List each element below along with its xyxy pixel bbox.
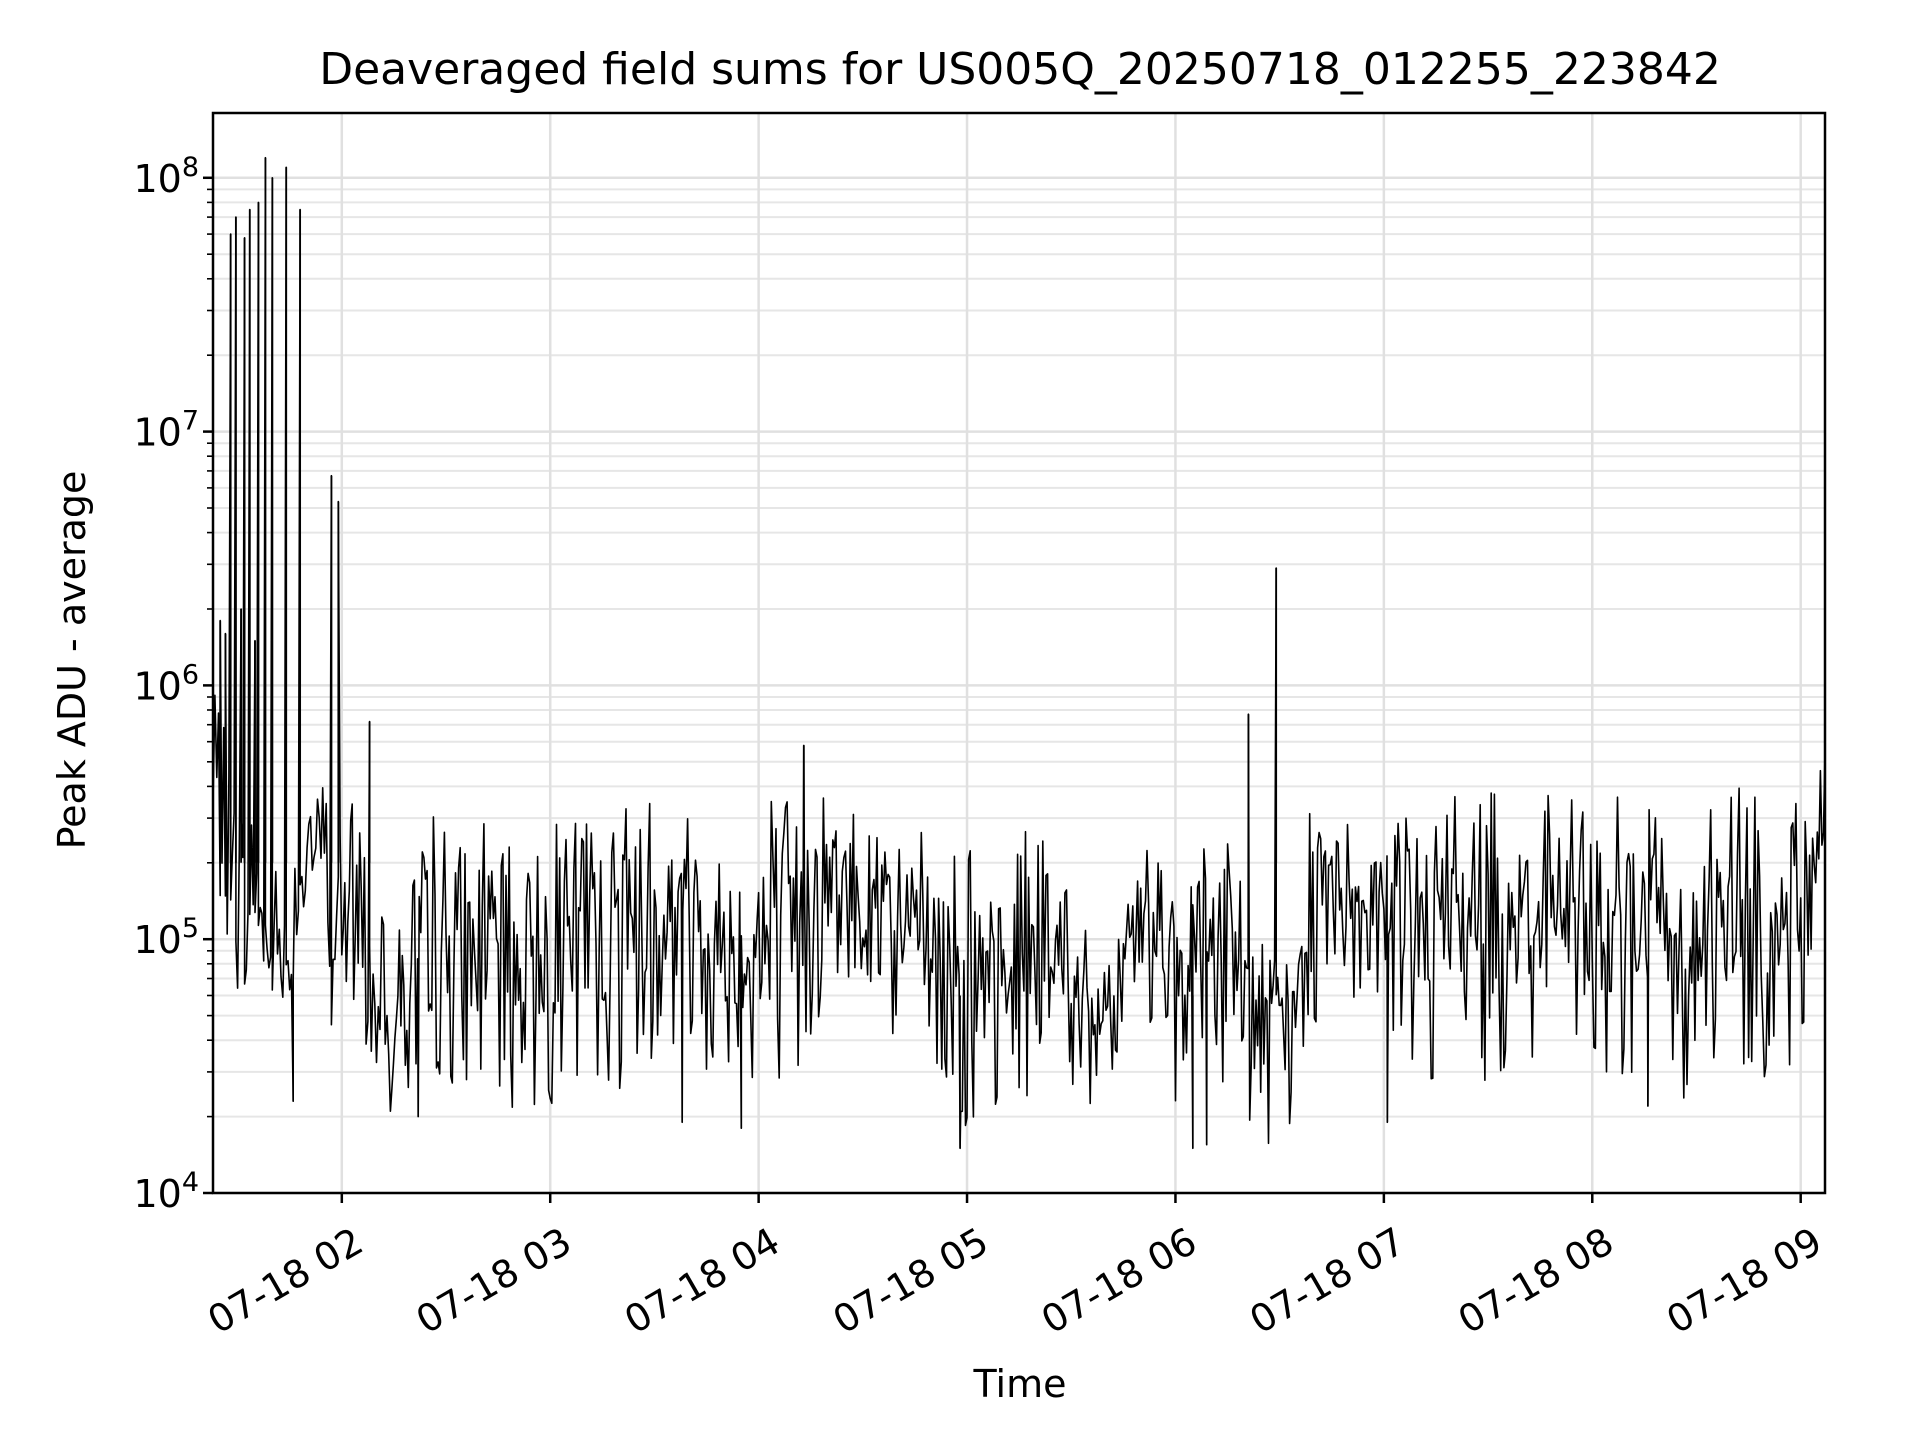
x-axis-label: Time	[973, 1362, 1067, 1406]
y-tick-label: 106	[133, 659, 199, 708]
x-tick-label: 07-18 06	[1034, 1219, 1204, 1343]
x-tick-label: 07-18 04	[617, 1219, 787, 1343]
x-tick-label: 07-18 07	[1242, 1219, 1412, 1343]
series-line	[213, 156, 1825, 1150]
x-tick-label: 07-18 08	[1451, 1219, 1621, 1343]
y-tick-label: 104	[133, 1167, 199, 1216]
x-tick-label: 07-18 02	[200, 1219, 370, 1343]
chart-title: Deaveraged field sums for US005Q_2025071…	[319, 44, 1721, 95]
y-axis-label: Peak ADU - average	[50, 470, 94, 850]
y-tick-label: 108	[133, 152, 199, 201]
x-tick-label: 07-18 03	[409, 1219, 579, 1343]
y-tick-label: 107	[133, 406, 199, 455]
x-tick-label: 07-18 05	[826, 1219, 996, 1343]
x-tick-label: 07-18 09	[1659, 1219, 1829, 1343]
y-tick-label: 105	[133, 913, 199, 962]
plot-frame	[211, 111, 1827, 1195]
